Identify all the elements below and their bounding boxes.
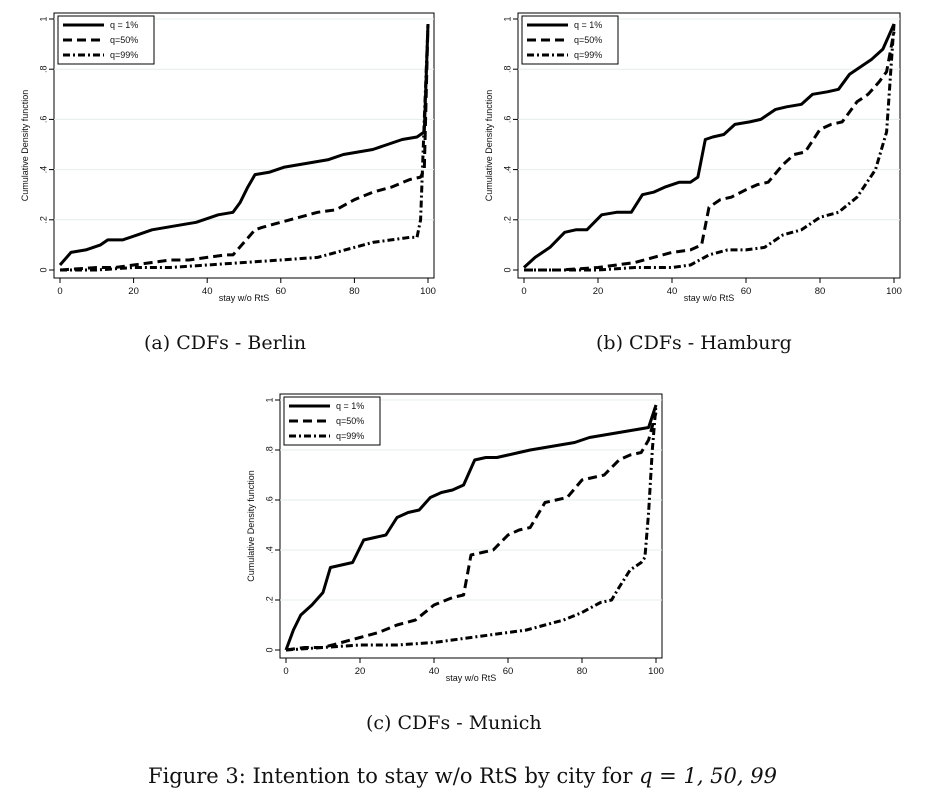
y-tick-label: .2 bbox=[38, 216, 48, 224]
y-tick-label: .4 bbox=[38, 166, 48, 174]
chart-panel-hamburg: 0 .2 .4 .6 .8 1 0 20 40 60 80 100 stay w/o RtS Cumula… bbox=[462, 0, 922, 320]
x-tick-label: 20 bbox=[128, 286, 139, 297]
series-line-dashed bbox=[59, 23, 430, 272]
y-axis-label: Cumulative Density function bbox=[246, 470, 256, 582]
figure-math: q = 1, 50, 99 bbox=[639, 764, 777, 788]
x-tick-label: 40 bbox=[667, 286, 678, 297]
y-axis-label: Cumulative Density function bbox=[20, 90, 30, 202]
chart-panel-munich: 0 .2 .4 .6 .8 1 0 20 40 60 80 100 stay w/o RtS Cumula… bbox=[240, 388, 680, 698]
x-tick-label: 60 bbox=[741, 286, 752, 297]
caption-berlin: (a) CDFs - Berlin bbox=[144, 332, 307, 354]
legend-label: q=99% bbox=[574, 50, 602, 60]
x-tick-label: 100 bbox=[886, 286, 902, 297]
x-tick-label: 0 bbox=[283, 666, 288, 677]
y-tick-label: .2 bbox=[502, 216, 512, 224]
y-tick-label: 0 bbox=[38, 267, 48, 272]
y-axis-label: Cumulative Density function bbox=[484, 90, 494, 202]
y-tick-label: 1 bbox=[264, 397, 274, 402]
x-tick-label: 0 bbox=[521, 286, 526, 297]
legend-label: q=50% bbox=[110, 35, 138, 45]
legend-label: q=99% bbox=[336, 431, 364, 441]
legend-label: q = 1% bbox=[336, 401, 364, 411]
y-tick-label: .4 bbox=[502, 166, 512, 174]
x-tick-label: 100 bbox=[648, 666, 664, 677]
figure-caption: Figure 3: Intention to stay w/o RtS by c… bbox=[0, 764, 925, 788]
legend-label: q=50% bbox=[336, 416, 364, 426]
x-tick-label: 60 bbox=[503, 666, 514, 677]
x-tick-label: 40 bbox=[202, 286, 213, 297]
x-axis-label: stay w/o RtS bbox=[219, 293, 270, 303]
x-tick-label: 100 bbox=[420, 286, 436, 297]
figure-text: Intention to stay w/o RtS by city for bbox=[252, 764, 633, 788]
y-tick-label: .6 bbox=[264, 496, 274, 504]
y-tick-label: 1 bbox=[502, 16, 512, 21]
series-line-dashdot bbox=[285, 404, 658, 652]
legend-box bbox=[57, 15, 155, 65]
caption-hamburg: (b) CDFs - Hamburg bbox=[596, 332, 792, 354]
figure-label: Figure 3: bbox=[148, 764, 246, 788]
x-axis-label: stay w/o RtS bbox=[684, 293, 735, 303]
x-tick-label: 40 bbox=[429, 666, 440, 677]
legend-label: q=50% bbox=[574, 35, 602, 45]
caption-munich: (c) CDFs - Munich bbox=[366, 712, 542, 734]
x-tick-label: 80 bbox=[349, 286, 360, 297]
chart-svg-hamburg: 0 .2 .4 .6 .8 1 0 20 40 60 80 100 stay w/o RtS Cumula… bbox=[484, 12, 902, 303]
x-tick-label: 20 bbox=[355, 666, 366, 677]
legend-label: q = 1% bbox=[110, 20, 138, 30]
legend-label: q=99% bbox=[110, 50, 138, 60]
x-tick-label: 80 bbox=[577, 666, 588, 677]
legend-box bbox=[521, 15, 619, 65]
chart-panel-berlin: 0 .2 .4 .6 .8 1 0 20 40 60 80 100 stay w/o RtS Cumula… bbox=[0, 0, 460, 320]
x-tick-label: 60 bbox=[276, 286, 287, 297]
legend-label: q = 1% bbox=[574, 20, 602, 30]
y-tick-label: 1 bbox=[38, 16, 48, 21]
y-tick-label: .8 bbox=[502, 65, 512, 73]
x-tick-label: 0 bbox=[57, 286, 62, 297]
x-tick-label: 80 bbox=[815, 286, 826, 297]
series-line-dashdot bbox=[524, 23, 896, 272]
series-line-dashed bbox=[524, 31, 896, 272]
y-tick-label: 0 bbox=[502, 267, 512, 272]
y-tick-label: .6 bbox=[38, 116, 48, 124]
legend-box bbox=[283, 396, 381, 446]
chart-svg-munich: 0 .2 .4 .6 .8 1 0 20 40 60 80 100 stay w/o RtS Cumula… bbox=[246, 393, 664, 683]
y-tick-label: .8 bbox=[38, 65, 48, 73]
y-tick-label: 0 bbox=[264, 647, 274, 652]
x-tick-label: 20 bbox=[593, 286, 604, 297]
y-tick-label: .8 bbox=[264, 446, 274, 454]
y-tick-label: .4 bbox=[264, 546, 274, 554]
y-tick-label: .2 bbox=[264, 596, 274, 604]
y-tick-label: .6 bbox=[502, 116, 512, 124]
series-line-solid bbox=[522, 23, 896, 269]
series-line-solid bbox=[58, 23, 430, 266]
series-line-solid bbox=[284, 404, 658, 651]
x-axis-label: stay w/o RtS bbox=[446, 673, 497, 683]
chart-svg-berlin: 0 .2 .4 .6 .8 1 0 20 40 60 80 100 stay w/o RtS Cumula… bbox=[20, 12, 436, 303]
series-line-dashdot bbox=[60, 23, 430, 272]
series-line-dashed bbox=[285, 412, 658, 652]
